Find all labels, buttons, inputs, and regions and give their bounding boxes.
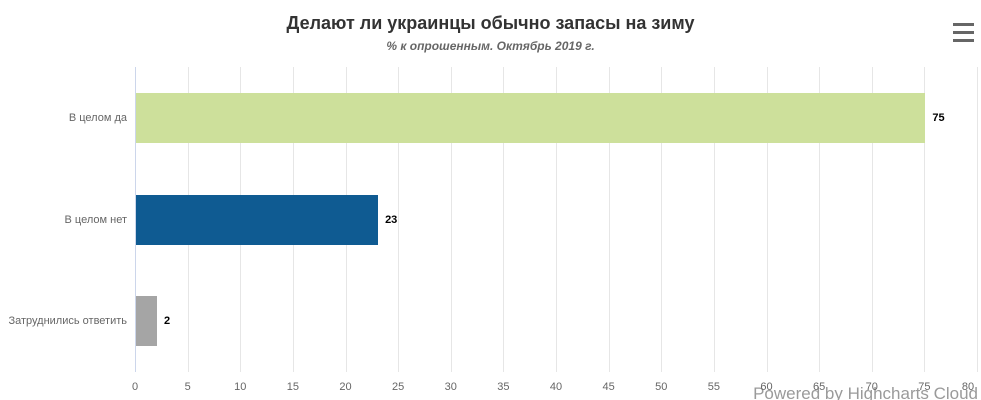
x-tick-label: 70 <box>865 381 878 393</box>
chart-context-menu-button[interactable] <box>950 19 976 45</box>
data-label: 2 <box>164 315 171 328</box>
category-label: В целом нет <box>64 213 127 226</box>
hamburger-icon <box>952 22 974 42</box>
gridline <box>713 67 715 372</box>
gridline <box>608 67 610 372</box>
x-tick-label: 10 <box>234 381 247 393</box>
x-tick-label: 15 <box>286 381 299 393</box>
x-tick-label: 30 <box>444 381 457 393</box>
category-label: Затруднились ответить <box>8 315 127 328</box>
gridline <box>556 67 557 372</box>
bar[interactable] <box>136 92 926 143</box>
watermark: Powered by Highcharts Cloud <box>753 384 978 400</box>
bar[interactable] <box>136 296 158 347</box>
x-tick-label: 45 <box>602 381 615 393</box>
x-tick-label: 35 <box>497 381 510 393</box>
category-label: В целом да <box>68 111 127 124</box>
x-tick-label: 40 <box>549 381 563 393</box>
bar[interactable] <box>136 194 379 245</box>
x-tick-label: 5 <box>184 381 191 393</box>
chart-subtitle: % к опрошенным. Октябрь 2019 г. <box>386 39 595 53</box>
data-label: 75 <box>932 111 945 124</box>
gridline <box>450 67 452 372</box>
gridline <box>398 67 400 372</box>
x-tick-label: 80 <box>961 381 975 393</box>
gridline <box>661 67 663 372</box>
axis-line <box>135 67 136 372</box>
x-tick-label: 25 <box>392 381 405 393</box>
x-tick-label: 50 <box>655 381 668 393</box>
plot-area <box>135 67 978 372</box>
gridline <box>766 67 768 372</box>
gridline <box>503 67 505 372</box>
gridline <box>977 67 978 372</box>
x-tick-label: 75 <box>918 381 931 393</box>
gridline <box>871 67 873 372</box>
x-tick-label: 0 <box>131 381 139 393</box>
x-tick-label: 20 <box>339 381 352 393</box>
gridline <box>924 67 926 372</box>
data-label: 23 <box>385 213 398 226</box>
gridline <box>819 67 821 372</box>
x-tick-label: 60 <box>760 381 773 393</box>
chart-title: Делают ли украинцы обычно запасы на зиму <box>286 13 695 33</box>
x-tick-label: 55 <box>707 381 720 393</box>
x-tick-label: 65 <box>813 381 826 393</box>
